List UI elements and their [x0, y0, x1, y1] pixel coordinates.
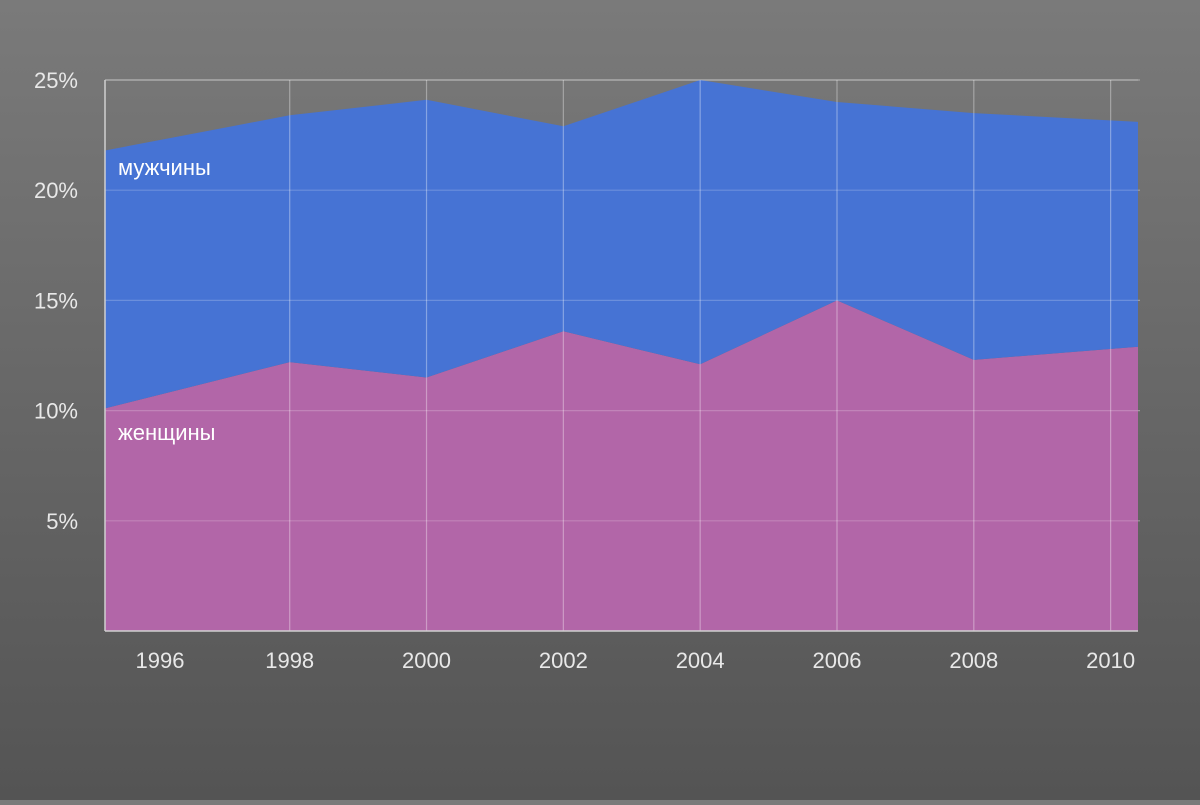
y-tick-label: 20% [34, 178, 78, 203]
area-series [105, 79, 1138, 631]
x-tick-label: 2008 [949, 648, 998, 673]
y-tick-label: 5% [46, 509, 78, 534]
x-tick-label: 2010 [1086, 648, 1135, 673]
x-tick-label: 2004 [676, 648, 725, 673]
series-label-men: мужчины [118, 155, 211, 180]
area-series-women [105, 300, 1138, 631]
labels: 5% 10% 15% 20% 25% 1996 1998 2000 2002 2004 2006 20… [34, 68, 1135, 673]
y-tick-label: 10% [34, 399, 78, 424]
x-tick-label: 1998 [265, 648, 314, 673]
x-tick-label: 2000 [402, 648, 451, 673]
x-tick-label: 1996 [136, 648, 185, 673]
series-label-women: женщины [118, 420, 215, 445]
axes [104, 80, 1138, 632]
y-tick-label: 25% [34, 68, 78, 93]
area-series-men [105, 80, 1138, 409]
x-tick-label: 2002 [539, 648, 588, 673]
y-tick-label: 15% [34, 288, 78, 313]
x-tick-label: 2006 [813, 648, 862, 673]
